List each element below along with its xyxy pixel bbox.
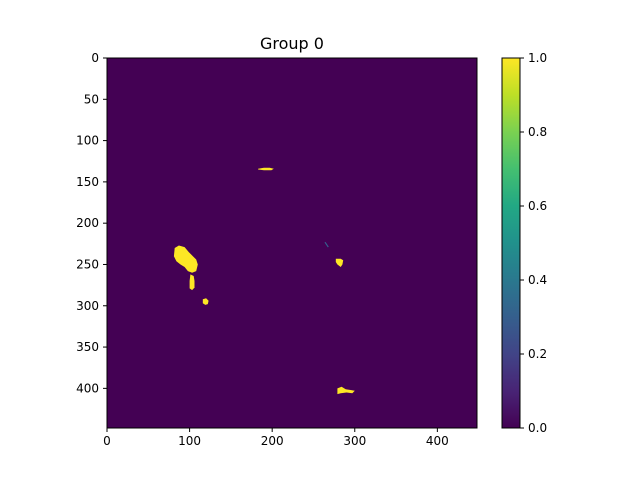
x-tick-label: 200 — [261, 434, 284, 448]
x-tick-label: 0 — [103, 434, 111, 448]
x-tick-label: 400 — [426, 434, 449, 448]
y-tick-label: 300 — [76, 299, 99, 313]
blob-a-tail — [189, 274, 195, 291]
chart-title: Group 0 — [260, 34, 324, 53]
y-tick-label: 200 — [76, 216, 99, 230]
y-tick-label: 250 — [76, 257, 99, 271]
colorbar-tick-label: 0.8 — [528, 125, 547, 139]
x-tick-label: 100 — [178, 434, 201, 448]
colorbar-tick-label: 0.6 — [528, 199, 547, 213]
y-tick-label: 100 — [76, 134, 99, 148]
y-tick-label: 150 — [76, 175, 99, 189]
colorbar-axis: 0.0 0.2 0.4 0.6 0.8 1.0 — [520, 51, 547, 435]
y-tick-label: 50 — [84, 92, 99, 106]
blob-b — [202, 298, 209, 305]
y-axis: 0 50 100 150 200 250 300 350 400 — [76, 51, 107, 395]
colorbar — [501, 57, 521, 429]
colorbar-tick-label: 0.2 — [528, 347, 547, 361]
blob-layer — [173, 167, 355, 395]
x-tick-label: 300 — [343, 434, 366, 448]
y-tick-label: 0 — [91, 51, 99, 65]
colorbar-tick-label: 1.0 — [528, 51, 547, 65]
y-tick-label: 350 — [76, 340, 99, 354]
blob-c — [258, 167, 274, 171]
x-axis: 0 100 200 300 400 — [103, 428, 449, 448]
y-tick-label: 400 — [76, 381, 99, 395]
blob-a-main — [173, 245, 198, 273]
plot-frame — [106, 57, 478, 429]
colorbar-tick-label: 0.4 — [528, 273, 547, 287]
plot-area — [107, 58, 477, 428]
blob-e — [337, 386, 355, 395]
blob-d — [335, 258, 344, 267]
colorbar-tick-label: 0.0 — [528, 421, 547, 435]
thin-mark — [324, 241, 329, 248]
